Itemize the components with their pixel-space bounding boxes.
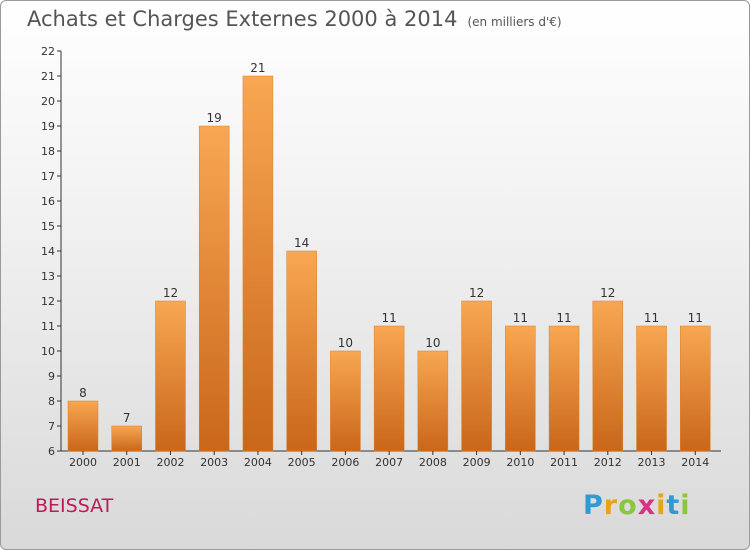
bar [505,325,536,452]
x-tick-label: 2003 [200,456,228,469]
y-tick-label: 20 [41,95,55,108]
bar-value-label: 11 [688,311,703,325]
x-tick-label: 2013 [638,456,666,469]
x-tick-label: 2011 [550,456,578,469]
x-tick-label: 2002 [156,456,184,469]
y-tick-label: 15 [41,220,55,233]
x-tick-label: 2008 [419,456,447,469]
logo-letter: r [603,490,619,521]
y-tick-label: 16 [41,195,55,208]
bar-value-label: 11 [644,311,659,325]
commune-name: BEISSAT [35,495,114,517]
bar-value-label: 21 [250,61,265,75]
y-tick-label: 18 [41,145,55,158]
x-tick-label: 2006 [331,456,359,469]
x-tick-label: 2012 [594,456,622,469]
y-tick-label: 17 [41,170,55,183]
bar-value-label: 11 [381,311,396,325]
bar-value-label: 8 [79,386,87,400]
bar-value-label: 11 [513,311,528,325]
bar-value-label: 7 [123,411,131,425]
y-tick-label: 19 [41,120,55,133]
x-tick-label: 2001 [113,456,141,469]
y-tick-label: 9 [48,370,55,383]
x-tick-label: 2005 [288,456,316,469]
y-tick-label: 14 [41,245,55,258]
x-tick-label: 2007 [375,456,403,469]
logo-letter: i [656,490,667,521]
logo-letter: i [680,490,691,521]
bar [67,400,99,452]
bar [680,325,711,452]
proxiti-logo: Proxiti [583,490,691,521]
unit-label: (en milliers d'€) [467,15,562,29]
bar [286,250,317,452]
x-tick-label: 2004 [244,456,272,469]
y-tick-label: 7 [48,420,55,433]
bar-value-label: 12 [163,286,178,300]
bar-value-label: 14 [294,236,309,250]
bar [155,300,186,452]
logo-letter: t [666,490,681,521]
bar-value-label: 10 [338,336,353,350]
bar [636,325,667,452]
y-tick-label: 10 [41,345,55,358]
bar [592,300,624,452]
bar-value-label: 12 [600,286,615,300]
logo-letter: o [618,490,638,521]
y-tick-label: 12 [41,295,55,308]
plot-area: 6 7 8 9 10 11 12 13 14 15 16 17 18 19 20 21 22 8 2000 7 2001… [41,45,721,469]
x-tick-label: 2000 [69,456,97,469]
logo-letter: x [637,490,657,521]
bar-value-label: 19 [207,111,222,125]
logo-letter: P [583,490,604,521]
bar [111,425,142,452]
y-tick-label: 22 [41,45,55,58]
bar [198,125,230,452]
bar [461,300,492,452]
x-tick-label: 2009 [463,456,491,469]
bar [373,325,405,452]
y-tick-label: 21 [41,70,55,83]
bar-value-label: 11 [556,311,571,325]
y-tick-label: 6 [48,445,55,458]
bar [417,350,449,452]
x-tick-label: 2014 [681,456,709,469]
title-text: Achats et Charges Externes 2000 à 2014 [27,7,458,31]
chart-title: Achats et Charges Externes 2000 à 2014 (e… [27,7,562,31]
bar [242,75,274,452]
bar-value-label: 12 [469,286,484,300]
bar [548,325,580,452]
y-tick-label: 13 [41,270,55,283]
x-tick-label: 2010 [506,456,534,469]
bar-value-label: 10 [425,336,440,350]
y-tick-label: 11 [41,320,55,333]
bar [330,350,361,452]
y-tick-label: 8 [48,395,55,408]
